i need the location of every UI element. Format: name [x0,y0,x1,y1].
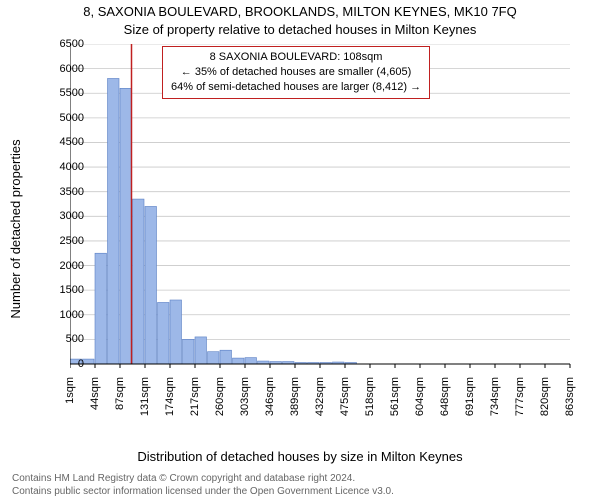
x-tick-label: 820sqm [539,377,551,427]
histogram-bar [220,350,232,364]
x-tick-label: 863sqm [564,377,576,427]
histogram-svg [70,44,580,414]
callout-line1: 8 SAXONIA BOULEVARD: 108sqm [171,50,421,65]
x-tick-label: 648sqm [439,377,451,427]
y-tick-label: 1000 [44,309,84,321]
x-tick-label: 260sqm [214,377,226,427]
y-tick-label: 0 [44,358,84,370]
chart-title-subtitle: Size of property relative to detached ho… [0,22,600,37]
x-tick-label: 87sqm [114,377,126,427]
x-tick-label: 604sqm [414,377,426,427]
x-tick-label: 734sqm [489,377,501,427]
x-tick-label: 303sqm [239,377,251,427]
plot-area: 8 SAXONIA BOULEVARD: 108sqm ← 35% of det… [70,44,580,414]
x-tick-label: 174sqm [164,377,176,427]
x-tick-label: 561sqm [389,377,401,427]
x-tick-label: 389sqm [289,377,301,427]
y-tick-label: 2000 [44,260,84,272]
attribution-line1: Contains HM Land Registry data © Crown c… [12,473,394,486]
x-tick-label: 475sqm [339,377,351,427]
y-tick-label: 4500 [44,136,84,148]
chart-container: 8, SAXONIA BOULEVARD, BROOKLANDS, MILTON… [0,0,600,500]
attribution-line2: Contains public sector information licen… [12,486,394,499]
histogram-bar [245,358,257,364]
marker-callout: 8 SAXONIA BOULEVARD: 108sqm ← 35% of det… [162,46,430,99]
y-tick-label: 3500 [44,186,84,198]
y-tick-label: 5000 [44,112,84,124]
histogram-bar [95,253,107,364]
x-tick-label: 432sqm [314,377,326,427]
y-tick-label: 2500 [44,235,84,247]
y-tick-label: 6500 [44,38,84,50]
x-tick-label: 691sqm [464,377,476,427]
y-tick-label: 1500 [44,284,84,296]
x-tick-label: 346sqm [264,377,276,427]
callout-line3: 64% of semi-detached houses are larger (… [171,80,421,95]
histogram-bar [170,300,182,364]
x-axis-label: Distribution of detached houses by size … [0,449,600,464]
histogram-bar [83,359,95,364]
x-tick-label: 518sqm [364,377,376,427]
chart-title-address: 8, SAXONIA BOULEVARD, BROOKLANDS, MILTON… [0,4,600,19]
histogram-bar [108,78,120,364]
x-tick-label: 1sqm [64,377,76,427]
x-tick-label: 44sqm [89,377,101,427]
histogram-bar [158,302,170,364]
y-tick-label: 3000 [44,210,84,222]
attribution: Contains HM Land Registry data © Crown c… [12,473,394,498]
y-axis-label: Number of detached properties [8,44,23,414]
histogram-bar [120,88,132,364]
histogram-bar [208,352,220,364]
histogram-bar [145,206,157,364]
histogram-bar [183,339,195,364]
histogram-bar [233,358,245,364]
y-tick-label: 500 [44,333,84,345]
histogram-bar [195,337,207,364]
y-tick-label: 6000 [44,63,84,75]
callout-line2: ← 35% of detached houses are smaller (4,… [171,65,421,80]
x-tick-label: 131sqm [139,377,151,427]
y-tick-label: 5500 [44,87,84,99]
histogram-bar [133,199,145,364]
x-tick-label: 217sqm [189,377,201,427]
x-tick-label: 777sqm [514,377,526,427]
y-tick-label: 4000 [44,161,84,173]
